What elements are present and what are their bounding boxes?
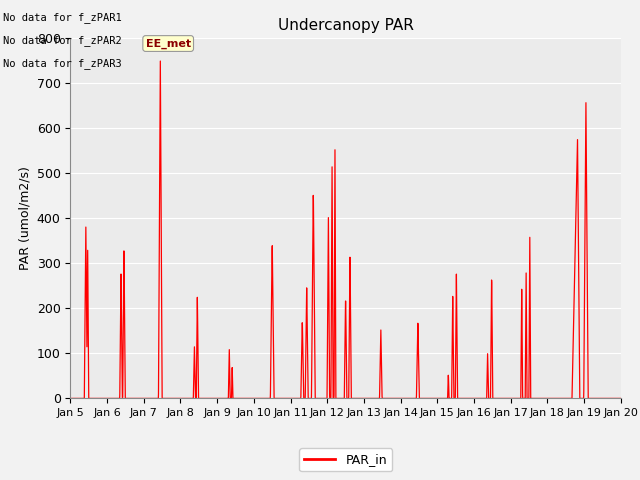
Text: No data for f_zPAR3: No data for f_zPAR3 xyxy=(3,58,122,69)
Legend: PAR_in: PAR_in xyxy=(299,448,392,471)
Text: No data for f_zPAR2: No data for f_zPAR2 xyxy=(3,35,122,46)
Y-axis label: PAR (umol/m2/s): PAR (umol/m2/s) xyxy=(18,167,31,270)
Text: EE_met: EE_met xyxy=(146,38,191,48)
Title: Undercanopy PAR: Undercanopy PAR xyxy=(278,18,413,33)
Text: No data for f_zPAR1: No data for f_zPAR1 xyxy=(3,12,122,23)
